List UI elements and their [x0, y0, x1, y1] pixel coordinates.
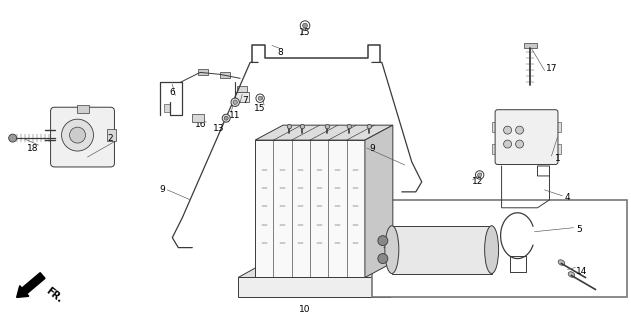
Circle shape	[516, 140, 524, 148]
Text: 4: 4	[565, 193, 570, 202]
Circle shape	[516, 126, 524, 134]
Text: 16: 16	[194, 120, 206, 129]
Polygon shape	[238, 268, 408, 277]
Bar	[372, 200, 627, 297]
Circle shape	[231, 98, 239, 107]
Circle shape	[9, 134, 16, 142]
Circle shape	[222, 114, 230, 122]
Ellipse shape	[558, 260, 565, 265]
Ellipse shape	[385, 226, 399, 274]
FancyBboxPatch shape	[495, 110, 558, 164]
Text: 9: 9	[160, 185, 165, 194]
Text: 15: 15	[254, 104, 266, 113]
Circle shape	[478, 173, 481, 177]
Circle shape	[504, 126, 512, 134]
Text: 2: 2	[108, 133, 114, 143]
Bar	[107, 129, 117, 141]
FancyArrow shape	[16, 273, 45, 297]
Circle shape	[303, 23, 307, 28]
Ellipse shape	[485, 226, 498, 274]
Ellipse shape	[568, 272, 575, 277]
Text: 11: 11	[230, 111, 241, 120]
Polygon shape	[255, 125, 393, 140]
Text: 5: 5	[577, 225, 582, 234]
Circle shape	[233, 100, 237, 104]
Circle shape	[325, 124, 329, 129]
Circle shape	[504, 140, 512, 148]
Circle shape	[69, 127, 86, 143]
Circle shape	[300, 124, 305, 129]
Bar	[220, 72, 230, 78]
Circle shape	[258, 96, 262, 100]
Circle shape	[347, 124, 351, 129]
Circle shape	[62, 119, 93, 151]
Text: 14: 14	[575, 267, 587, 276]
Text: FR.: FR.	[44, 285, 64, 304]
Bar	[492, 122, 498, 132]
Bar	[238, 277, 390, 297]
Bar	[164, 104, 170, 112]
Text: 7: 7	[242, 96, 248, 105]
Text: 8: 8	[277, 48, 283, 57]
Circle shape	[367, 124, 372, 129]
Circle shape	[224, 116, 228, 120]
Bar	[524, 43, 536, 49]
Bar	[492, 144, 498, 154]
Bar	[392, 226, 492, 274]
Bar	[255, 140, 365, 277]
Text: 18: 18	[27, 144, 38, 153]
Bar	[555, 144, 562, 154]
Bar	[76, 105, 88, 113]
Text: 1: 1	[555, 154, 560, 163]
Circle shape	[378, 236, 388, 246]
Polygon shape	[365, 125, 393, 277]
Circle shape	[287, 124, 292, 129]
Bar	[237, 86, 247, 92]
Text: 10: 10	[299, 305, 311, 314]
Bar	[192, 114, 204, 122]
Text: 15: 15	[299, 28, 311, 37]
Text: 12: 12	[472, 177, 483, 187]
Text: 9: 9	[369, 144, 375, 153]
Bar	[198, 69, 208, 76]
Text: 3: 3	[382, 241, 387, 250]
Polygon shape	[390, 268, 408, 297]
Text: 13: 13	[213, 124, 224, 132]
Bar	[235, 92, 249, 102]
Bar	[555, 122, 562, 132]
FancyBboxPatch shape	[50, 107, 114, 167]
Text: 17: 17	[546, 64, 557, 73]
Text: 6: 6	[170, 88, 175, 97]
Circle shape	[378, 253, 388, 264]
